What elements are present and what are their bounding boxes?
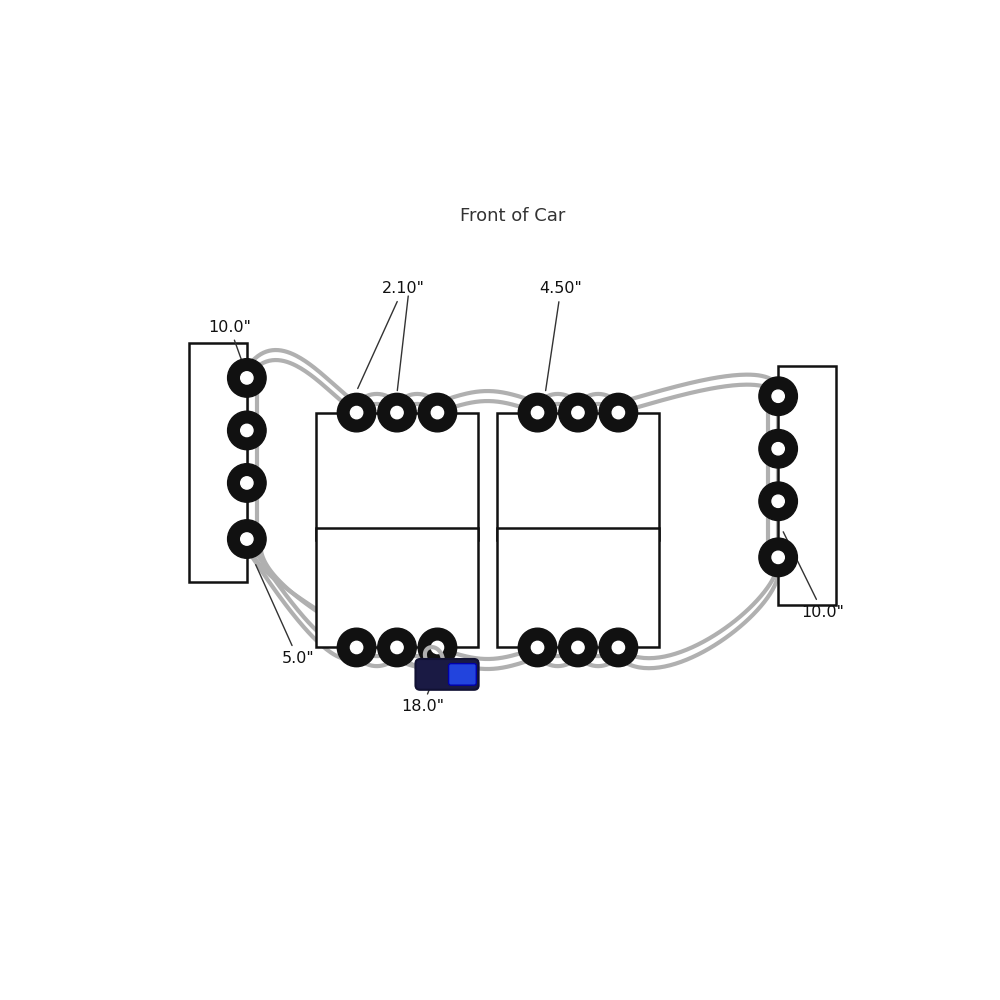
Circle shape [599,393,638,432]
Bar [316,413,478,540]
Bar [189,343,247,582]
Circle shape [228,464,266,502]
Circle shape [228,359,266,397]
FancyBboxPatch shape [449,664,476,685]
Circle shape [531,641,544,654]
FancyBboxPatch shape [415,659,479,690]
Circle shape [228,520,266,558]
Circle shape [759,482,797,521]
Circle shape [418,628,457,667]
Circle shape [378,393,416,432]
Circle shape [241,424,253,437]
Circle shape [378,628,416,667]
Circle shape [241,372,253,384]
Circle shape [518,393,557,432]
Circle shape [772,551,784,564]
Circle shape [350,406,363,419]
Bar [497,413,659,540]
Circle shape [772,495,784,507]
Bar [497,528,659,647]
Circle shape [612,406,625,419]
Text: 10.0": 10.0" [208,320,254,394]
Text: 2.10": 2.10" [358,281,424,389]
Circle shape [350,641,363,654]
Circle shape [241,477,253,489]
Text: Front of Car: Front of Car [460,207,565,225]
Circle shape [759,377,797,415]
Circle shape [572,406,584,419]
Circle shape [531,406,544,419]
Circle shape [572,641,584,654]
Bar [778,366,836,605]
Text: 10.0": 10.0" [783,532,844,620]
Circle shape [759,430,797,468]
Circle shape [772,443,784,455]
Circle shape [559,628,597,667]
Circle shape [228,411,266,450]
Text: 18.0": 18.0" [401,686,444,714]
Circle shape [431,641,444,654]
Circle shape [612,641,625,654]
Circle shape [418,393,457,432]
Bar [316,528,478,647]
Circle shape [518,628,557,667]
Circle shape [337,393,376,432]
Circle shape [559,393,597,432]
Circle shape [391,641,403,654]
Circle shape [759,538,797,577]
Text: 5.0": 5.0" [256,565,314,666]
Circle shape [772,390,784,402]
Circle shape [337,628,376,667]
Text: 4.50": 4.50" [539,281,582,391]
Circle shape [241,533,253,545]
Circle shape [431,406,444,419]
Circle shape [391,406,403,419]
Circle shape [599,628,638,667]
